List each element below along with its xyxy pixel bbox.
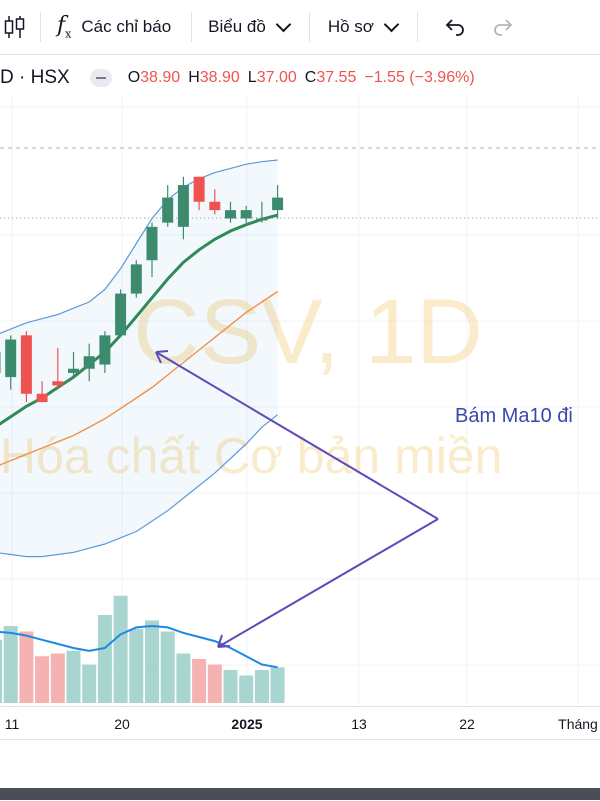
time-tick: 22 [459, 716, 475, 732]
bottom-scrollbar[interactable] [0, 788, 600, 800]
volume-bar [19, 631, 34, 703]
bollinger-bands [0, 159, 278, 558]
legend-toggle-pill[interactable] [89, 69, 112, 87]
open-label: O [127, 69, 141, 86]
chart-grid [0, 95, 600, 705]
candle-body [146, 226, 158, 261]
ohlc-legend: D · HSX O 38.90 H 38.90 L 37.00 C 37.55 … [0, 62, 600, 94]
redo-button[interactable] [492, 0, 514, 54]
chevron-down-icon [383, 16, 400, 33]
annotation-arrows [155, 350, 439, 648]
volume-bar [270, 667, 285, 703]
function-icon: fx [57, 13, 72, 41]
indicators-button[interactable]: fx Các chỉ báo [57, 0, 171, 54]
toolbar-divider [40, 12, 41, 42]
volume-bar [3, 626, 18, 703]
ma20-line [0, 290, 278, 466]
profile-menu-label: Hồ sơ [327, 17, 374, 36]
toolbar-divider [416, 12, 418, 42]
volume-bar [113, 595, 128, 703]
candle-body [209, 201, 221, 211]
candle-body [193, 176, 205, 202]
bollinger-lower-line [0, 414, 278, 558]
close-value: 37.55 [316, 69, 357, 86]
high-value: 38.90 [199, 69, 240, 86]
volume-bar [207, 664, 222, 703]
close-label: C [304, 69, 317, 86]
arrowhead-ma10 [155, 350, 169, 364]
candle-body [5, 339, 17, 378]
undo-button[interactable] [444, 0, 466, 54]
candlestick-icon [4, 16, 25, 38]
arrowhead-volume [217, 634, 231, 648]
volume-ma-line [0, 624, 278, 669]
toolbar-divider [191, 12, 193, 42]
top-toolbar: fx Các chỉ báo Biểu đồ Hồ sơ [0, 0, 600, 55]
indicators-label: Các chỉ báo [81, 17, 172, 36]
minus-icon [95, 77, 106, 79]
redo-icon [494, 19, 513, 36]
arrow-to-volume [217, 518, 439, 648]
volume-bar [239, 675, 254, 703]
candle-body [240, 210, 252, 219]
change-value: −1.55 (−3.96%) [364, 69, 475, 86]
time-tick: Tháng [558, 716, 598, 732]
arrow-to-ma10 [155, 351, 439, 520]
volume-bar [223, 670, 238, 703]
low-value: 37.00 [256, 69, 297, 86]
candle-body [225, 210, 236, 219]
undo-icon [445, 19, 464, 36]
toolbar-divider [308, 12, 310, 42]
symbol-label[interactable]: D · HSX [0, 67, 70, 88]
volume-bar [254, 670, 269, 703]
volume-bar [192, 659, 207, 703]
candle-body [162, 197, 174, 223]
volume-bar [0, 639, 2, 703]
candle-body [52, 381, 64, 386]
annotation-text[interactable]: Bám Ma10 đi [455, 405, 573, 427]
volume-bar [66, 650, 81, 703]
volume-bar [82, 664, 97, 703]
watermark-symbol: CSV, 1D [133, 281, 482, 383]
candle-body [256, 218, 268, 221]
volume-bar [50, 653, 65, 703]
candle-body [36, 393, 48, 403]
volume-bar [97, 615, 112, 703]
time-tick: 11 [4, 716, 20, 732]
bollinger-fill [0, 160, 278, 557]
watermark: CSV, 1D Hóa chất Cơ bản miền [0, 281, 503, 484]
time-tick: 20 [114, 716, 130, 732]
high-label: H [188, 69, 200, 86]
candle-body [130, 264, 142, 294]
candle-body [20, 335, 32, 394]
chart-menu-label: Biểu đồ [208, 17, 266, 36]
open-value: 38.90 [140, 69, 181, 86]
candle-body [83, 356, 95, 369]
candle-body [272, 197, 284, 211]
low-label: L [247, 69, 257, 86]
time-tick-year: 2025 [231, 716, 263, 732]
candle-body [68, 368, 79, 373]
candle-body [99, 335, 111, 365]
chart-menu-button[interactable]: Biểu đồ [208, 0, 292, 54]
candles-button[interactable] [0, 0, 30, 54]
watermark-company: Hóa chất Cơ bản miền [0, 428, 503, 484]
bollinger-upper-line [0, 159, 278, 334]
volume-bar [160, 631, 175, 703]
time-tick: 13 [351, 716, 367, 732]
volume-bar [176, 653, 191, 703]
candle-body [115, 293, 127, 336]
volume-bar [35, 656, 50, 703]
price-chart[interactable]: CSV, 1D Hóa chất Cơ bản miền [0, 95, 600, 705]
candles [0, 176, 284, 403]
chevron-down-icon [275, 16, 292, 33]
candle-body [0, 352, 1, 373]
volume-bar [129, 628, 144, 703]
volume-bar [145, 620, 159, 703]
time-axis[interactable]: 11 20 2025 13 22 Tháng [0, 706, 600, 739]
volume-pane [0, 595, 285, 703]
candle-body [177, 185, 189, 227]
profile-menu-button[interactable]: Hồ sơ [327, 0, 400, 54]
